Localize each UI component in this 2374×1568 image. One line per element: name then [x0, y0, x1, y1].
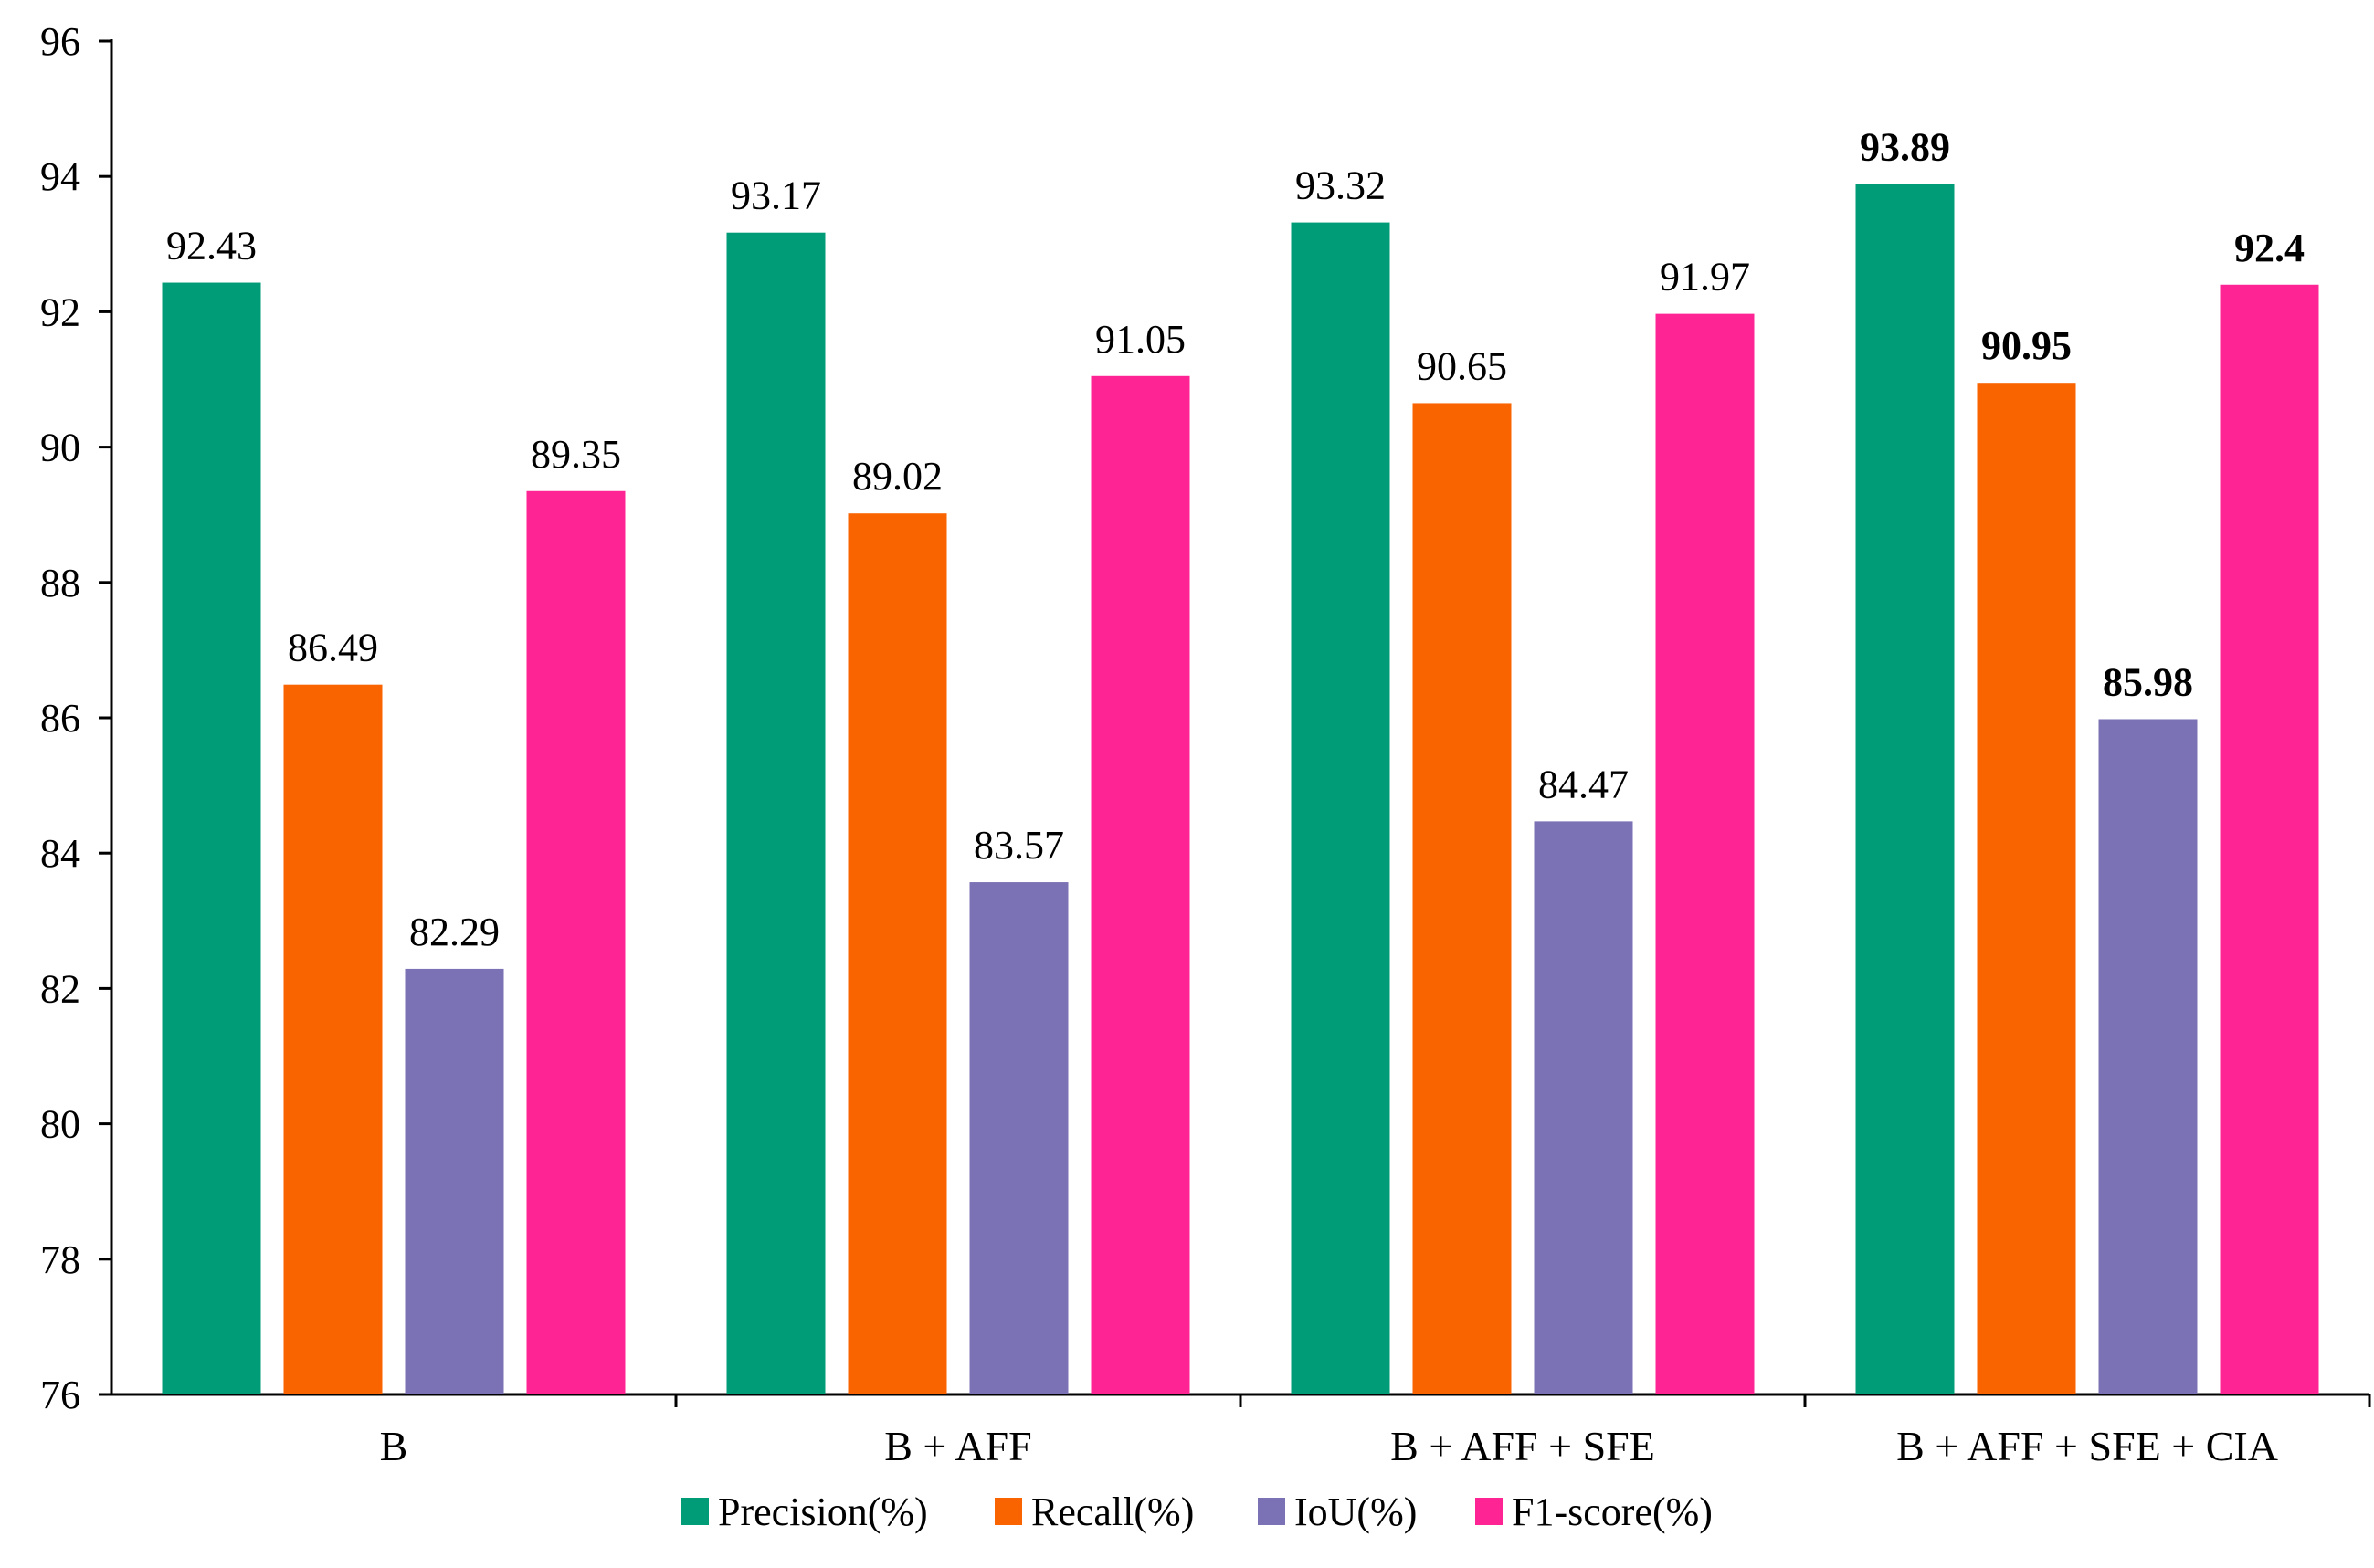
bar-iou-b-aff: [969, 882, 1069, 1394]
y-tick-label: 88: [40, 561, 80, 605]
data-label-precision-b-aff-sfe-cia: 93.89: [1860, 124, 1950, 169]
y-tick-label: 92: [40, 289, 80, 334]
x-category-label-b-aff-sfe-cia: B + AFF + SFE + CIA: [1896, 1423, 2278, 1469]
y-tick-label: 76: [40, 1373, 80, 1417]
y-axis: 76 78 80 82 84 86 88 90 92 94 96: [40, 19, 113, 1417]
bar-recall-b: [283, 684, 383, 1394]
y-tick-label: 80: [40, 1102, 80, 1147]
data-label-recall-b-aff-sfe: 90.65: [1417, 343, 1507, 388]
legend-item-iou: IoU(%): [1258, 1489, 1417, 1534]
bar-f1-score-b-aff-sfe: [1655, 313, 1755, 1394]
legend: Precision(%) Recall(%) IoU(%) F1-score(%): [681, 1489, 1713, 1534]
bar-f1-score-b-aff-sfe-cia: [2220, 284, 2319, 1394]
data-labels: 92.43 86.49 82.29 89.35 93.17 89.02 83.57 91.05…: [166, 124, 2305, 954]
bars: [162, 184, 2319, 1395]
data-label-iou-b-aff-sfe-cia: 85.98: [2103, 659, 2193, 704]
bar-precision-b-aff-sfe: [1291, 222, 1390, 1394]
data-label-precision-b-aff-sfe: 93.32: [1295, 163, 1386, 208]
x-category-label-b-aff: B + AFF: [884, 1423, 1031, 1469]
y-tick-label: 96: [40, 19, 80, 64]
legend-swatch-iou: [1258, 1498, 1285, 1525]
bar-f1-score-b: [526, 490, 626, 1394]
data-label-recall-b: 86.49: [288, 626, 378, 670]
data-label-f1-score-b-aff-sfe: 91.97: [1660, 255, 1750, 300]
legend-label-recall: Recall(%): [1031, 1489, 1194, 1534]
data-label-precision-b-aff: 93.17: [731, 174, 821, 218]
bar-recall-b-aff: [848, 513, 947, 1394]
y-tick-label: 78: [40, 1237, 80, 1282]
data-label-recall-b-aff: 89.02: [852, 454, 943, 499]
data-label-f1-score-b-aff-sfe-cia: 92.4: [2234, 226, 2305, 270]
bar-iou-b-aff-sfe-cia: [2098, 719, 2198, 1394]
x-category-label-b: B: [380, 1423, 408, 1469]
y-tick-label: 86: [40, 696, 80, 741]
bar-precision-b-aff: [726, 232, 826, 1394]
legend-swatch-precision: [681, 1498, 709, 1525]
y-tick-label: 90: [40, 426, 80, 470]
legend-item-precision: Precision(%): [681, 1489, 928, 1534]
legend-label-f1-score: F1-score(%): [1512, 1489, 1713, 1534]
legend-item-recall: Recall(%): [995, 1489, 1194, 1534]
data-label-precision-b: 92.43: [166, 224, 257, 268]
x-axis: B B + AFF B + AFF + SFE B + AFF + SFE + CIA: [111, 1393, 2371, 1469]
y-tick-label: 84: [40, 831, 80, 876]
data-label-iou-b-aff-sfe: 84.47: [1538, 762, 1629, 806]
bar-recall-b-aff-sfe: [1412, 403, 1512, 1394]
legend-swatch-recall: [995, 1498, 1022, 1525]
data-label-recall-b-aff-sfe-cia: 90.95: [1981, 323, 2072, 368]
data-label-f1-score-b: 89.35: [531, 432, 621, 477]
x-category-label-b-aff-sfe: B + AFF + SFE: [1390, 1423, 1655, 1469]
data-label-iou-b-aff: 83.57: [974, 823, 1064, 868]
y-tick-label: 94: [40, 154, 80, 199]
legend-item-f1-score: F1-score(%): [1475, 1489, 1713, 1534]
bar-precision-b: [162, 282, 261, 1394]
legend-swatch-f1-score: [1475, 1498, 1503, 1525]
bar-precision-b-aff-sfe-cia: [1855, 184, 1955, 1395]
bar-iou-b-aff-sfe: [1534, 821, 1633, 1394]
y-tick-label: 82: [40, 966, 80, 1011]
legend-label-precision: Precision(%): [718, 1489, 928, 1534]
data-label-f1-score-b-aff: 91.05: [1095, 317, 1186, 362]
legend-label-iou: IoU(%): [1294, 1489, 1417, 1534]
data-label-iou-b: 82.29: [409, 910, 500, 954]
bar-recall-b-aff-sfe-cia: [1977, 383, 2076, 1395]
bar-f1-score-b-aff: [1091, 375, 1190, 1394]
bar-iou-b: [405, 968, 504, 1394]
